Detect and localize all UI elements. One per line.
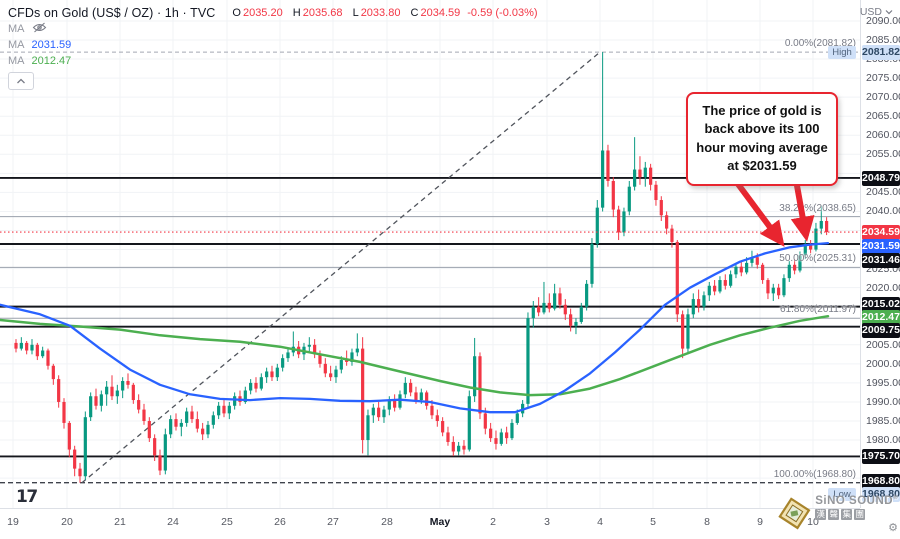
price-axis-label: 2085.00 (866, 34, 900, 46)
price-axis-badge: 1968.80 (862, 473, 900, 489)
close-label: C (410, 6, 419, 19)
price-axis-badge: 1968.80 (862, 486, 900, 502)
time-axis-label: May (429, 516, 451, 528)
price-axis-badge: 2015.02 (862, 296, 900, 312)
price-axis-label: 1980.00 (866, 434, 900, 447)
price-axis-label: 2020.00 (866, 281, 900, 294)
price-axis-badge: 2031.46 (862, 252, 900, 268)
price-change: -0.59 (-0.03%) (467, 6, 538, 19)
price-axis-badge: 2048.79 (862, 170, 900, 186)
time-axis-label: 3 (544, 516, 550, 528)
fib-level-label: 50.00%(2025.31) (779, 253, 856, 265)
price-axis-label: 2070.00 (866, 91, 900, 104)
close-value: 2034.59 (420, 6, 461, 19)
price-axis-label: 2040.00 (866, 205, 900, 218)
high-value: 2035.68 (302, 6, 343, 19)
time-axis-label: 19 (7, 516, 19, 528)
sino-sound-cjk: 漢聲集團 (815, 509, 866, 520)
ma-100h-line[interactable] (0, 241, 830, 414)
ma-row-hidden[interactable]: MA (8, 21, 538, 36)
time-axis-label: 26 (274, 516, 286, 528)
price-axis-label: 2055.00 (866, 148, 900, 161)
legend-collapse-button[interactable] (8, 72, 34, 90)
annotation-text: The price of gold is back above its 100 … (696, 103, 828, 174)
high-marker: High (828, 45, 856, 59)
chart-plot-area[interactable]: 0.00%(2081.82) 38.20%(2038.65) 50.00%(2025… (0, 0, 860, 508)
chevron-up-icon (17, 78, 25, 84)
price-axis[interactable]: 2090.002085.002080.002075.002070.002065.… (860, 0, 900, 508)
plot-canvas[interactable] (0, 0, 860, 508)
price-axis-badge: 2012.47 (862, 309, 900, 325)
trendline[interactable] (81, 51, 601, 484)
open-value: 2035.20 (242, 6, 283, 19)
time-axis-label: 21 (114, 516, 126, 528)
ohlc-values: O 2035.20 H 2035.68 L 2033.80 C 2034.59 (225, 7, 460, 19)
high-label: H (292, 6, 301, 19)
time-axis-label: 20 (61, 516, 73, 528)
price-axis-badge: 2031.59 (862, 238, 900, 254)
ma-hidden-label: MA (8, 22, 25, 35)
ma1-value: 2031.59 (31, 38, 72, 51)
symbol-title-row[interactable]: CFDs on Gold (US$ / OZ) · 1h · TVC O 2035… (8, 5, 538, 20)
price-axis-label: 1995.00 (866, 376, 900, 389)
time-axis-label: 28 (381, 516, 393, 528)
open-label: O (232, 6, 241, 19)
time-axis-label: 9 (757, 516, 763, 528)
price-axis-badge: 2034.59 (862, 224, 900, 240)
chevron-down-icon (885, 10, 893, 15)
time-axis-label: 10 (807, 516, 819, 528)
price-axis-label: 2000.00 (866, 357, 900, 370)
ma2-value: 2012.47 (31, 54, 72, 67)
time-axis[interactable]: 19 20 21 24 25 26 27 28 May 2 3 4 5 8 9 10 (0, 508, 860, 539)
sino-sound-brand: SiNO SOUND® (815, 495, 898, 507)
price-axis-label: 2090.00 (866, 14, 900, 27)
ma1-label: MA (8, 38, 25, 51)
time-axis-label: 4 (597, 516, 603, 528)
horizontal-level-lines[interactable] (0, 177, 860, 458)
grid (0, 0, 860, 508)
price-axis-label: 2005.00 (866, 338, 900, 351)
gear-icon: ⚙ (888, 522, 898, 534)
ma2-label: MA (8, 54, 25, 67)
price-axis-label: 2045.00 (866, 186, 900, 199)
low-label: L (352, 6, 359, 19)
price-axis-label: 2060.00 (866, 129, 900, 142)
low-value: 2033.80 (360, 6, 401, 19)
time-axis-label: 24 (167, 516, 179, 528)
fib-level-label: 100.00%(1968.80) (773, 468, 856, 480)
fib-level-label: 0.00%(2081.82) (784, 38, 856, 50)
price-axis-label: 2075.00 (866, 72, 900, 85)
price-axis-label: 1990.00 (866, 395, 900, 408)
price-axis-badge: 2009.75 (862, 322, 900, 338)
time-axis-label: 25 (221, 516, 233, 528)
time-axis-label: 2 (490, 516, 496, 528)
price-axis-badge: 1975.70 (862, 448, 900, 464)
time-axis-label: 27 (327, 516, 339, 528)
fib-level-label: 61.80%(2011.97) (780, 304, 856, 316)
gold-diamond-icon (778, 497, 811, 530)
symbol-title: CFDs on Gold (US$ / OZ) · 1h · TVC (8, 5, 216, 20)
price-axis-badge: 2081.82 (862, 44, 900, 60)
time-axis-label: 5 (650, 516, 656, 528)
ma-row-slow[interactable]: MA 2012.47 (8, 53, 538, 68)
fib-level-label: 38.20%(2038.65) (779, 202, 856, 214)
fib-retracement-lines[interactable] (0, 51, 860, 484)
time-axis-label: 8 (704, 516, 710, 528)
price-axis-label: 1985.00 (866, 415, 900, 427)
eye-off-icon[interactable] (32, 20, 47, 38)
currency-label: USD (859, 6, 882, 18)
annotation-callout[interactable]: The price of gold is back above its 100 … (686, 92, 838, 186)
currency-selector[interactable]: USD (860, 6, 893, 18)
ma-row-100h[interactable]: MA 2031.59 (8, 37, 538, 52)
sino-sound-watermark: SiNO SOUND® 漢聲集團 ⚙ (776, 495, 898, 534)
legend: CFDs on Gold (US$ / OZ) · 1h · TVC O 2035… (8, 5, 538, 90)
tradingview-logo[interactable]: 17 (16, 487, 38, 507)
low-marker: Low (828, 487, 856, 501)
price-axis-label: 2065.00 (866, 110, 900, 123)
ma-slow-line[interactable] (0, 314, 830, 397)
